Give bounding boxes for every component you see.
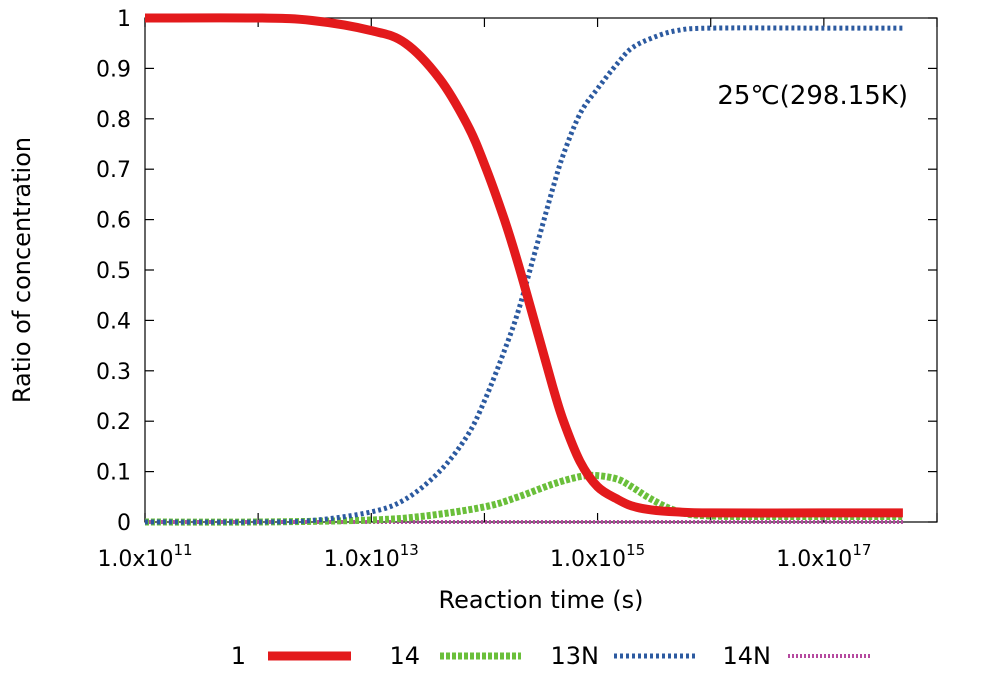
x-tick-label-base: 1.0x10 — [776, 547, 852, 572]
y-tick-label: 1 — [117, 7, 131, 32]
y-tick-label: 0.4 — [96, 309, 131, 334]
legend-label-14: 14 — [389, 642, 420, 670]
x-tick-label-exponent: 11 — [173, 541, 192, 559]
x-axis-title: Reaction time (s) — [439, 586, 644, 614]
y-tick-label: 0.8 — [96, 108, 131, 133]
y-tick-label: 0.6 — [96, 209, 131, 234]
legend-label-1: 1 — [231, 642, 246, 670]
axis-ticks: 00.10.20.30.40.50.60.70.80.911.0x1011 1.0… — [96, 7, 938, 572]
x-tick-label-base: 1.0x10 — [550, 547, 626, 572]
y-tick-label: 0.2 — [96, 410, 131, 435]
x-tick-label-base: 1.0x10 — [97, 547, 173, 572]
temperature-annotation: 25℃(298.15K) — [717, 81, 908, 111]
y-axis-title: Ratio of concentration — [8, 137, 36, 403]
y-tick-label: 0.3 — [96, 360, 131, 385]
legend: 1 14 13N 14N — [231, 642, 870, 670]
x-tick-label-base: 1.0x10 — [324, 547, 400, 572]
y-tick-label: 0.7 — [96, 158, 131, 183]
x-tick-label-exponent: 15 — [626, 541, 645, 559]
y-tick-label: 0.5 — [96, 259, 131, 284]
x-tick-label-exponent: 17 — [852, 541, 871, 559]
x-tick-label-exponent: 13 — [400, 541, 419, 559]
y-tick-label: 0.9 — [96, 57, 131, 82]
legend-label-14N: 14N — [723, 642, 772, 670]
x-tick-label: 1.0x1017 — [776, 541, 871, 572]
legend-label-13N: 13N — [551, 642, 600, 670]
y-tick-label: 0.1 — [96, 461, 131, 486]
x-tick-label: 1.0x1011 — [97, 541, 192, 572]
y-tick-label: 0 — [117, 511, 131, 536]
series-line-13N — [144, 25, 903, 525]
x-tick-label: 1.0x1013 — [324, 541, 419, 572]
series-line-1 — [144, 13, 903, 518]
x-tick-label: 1.0x1015 — [550, 541, 645, 572]
series-lines — [144, 13, 903, 526]
